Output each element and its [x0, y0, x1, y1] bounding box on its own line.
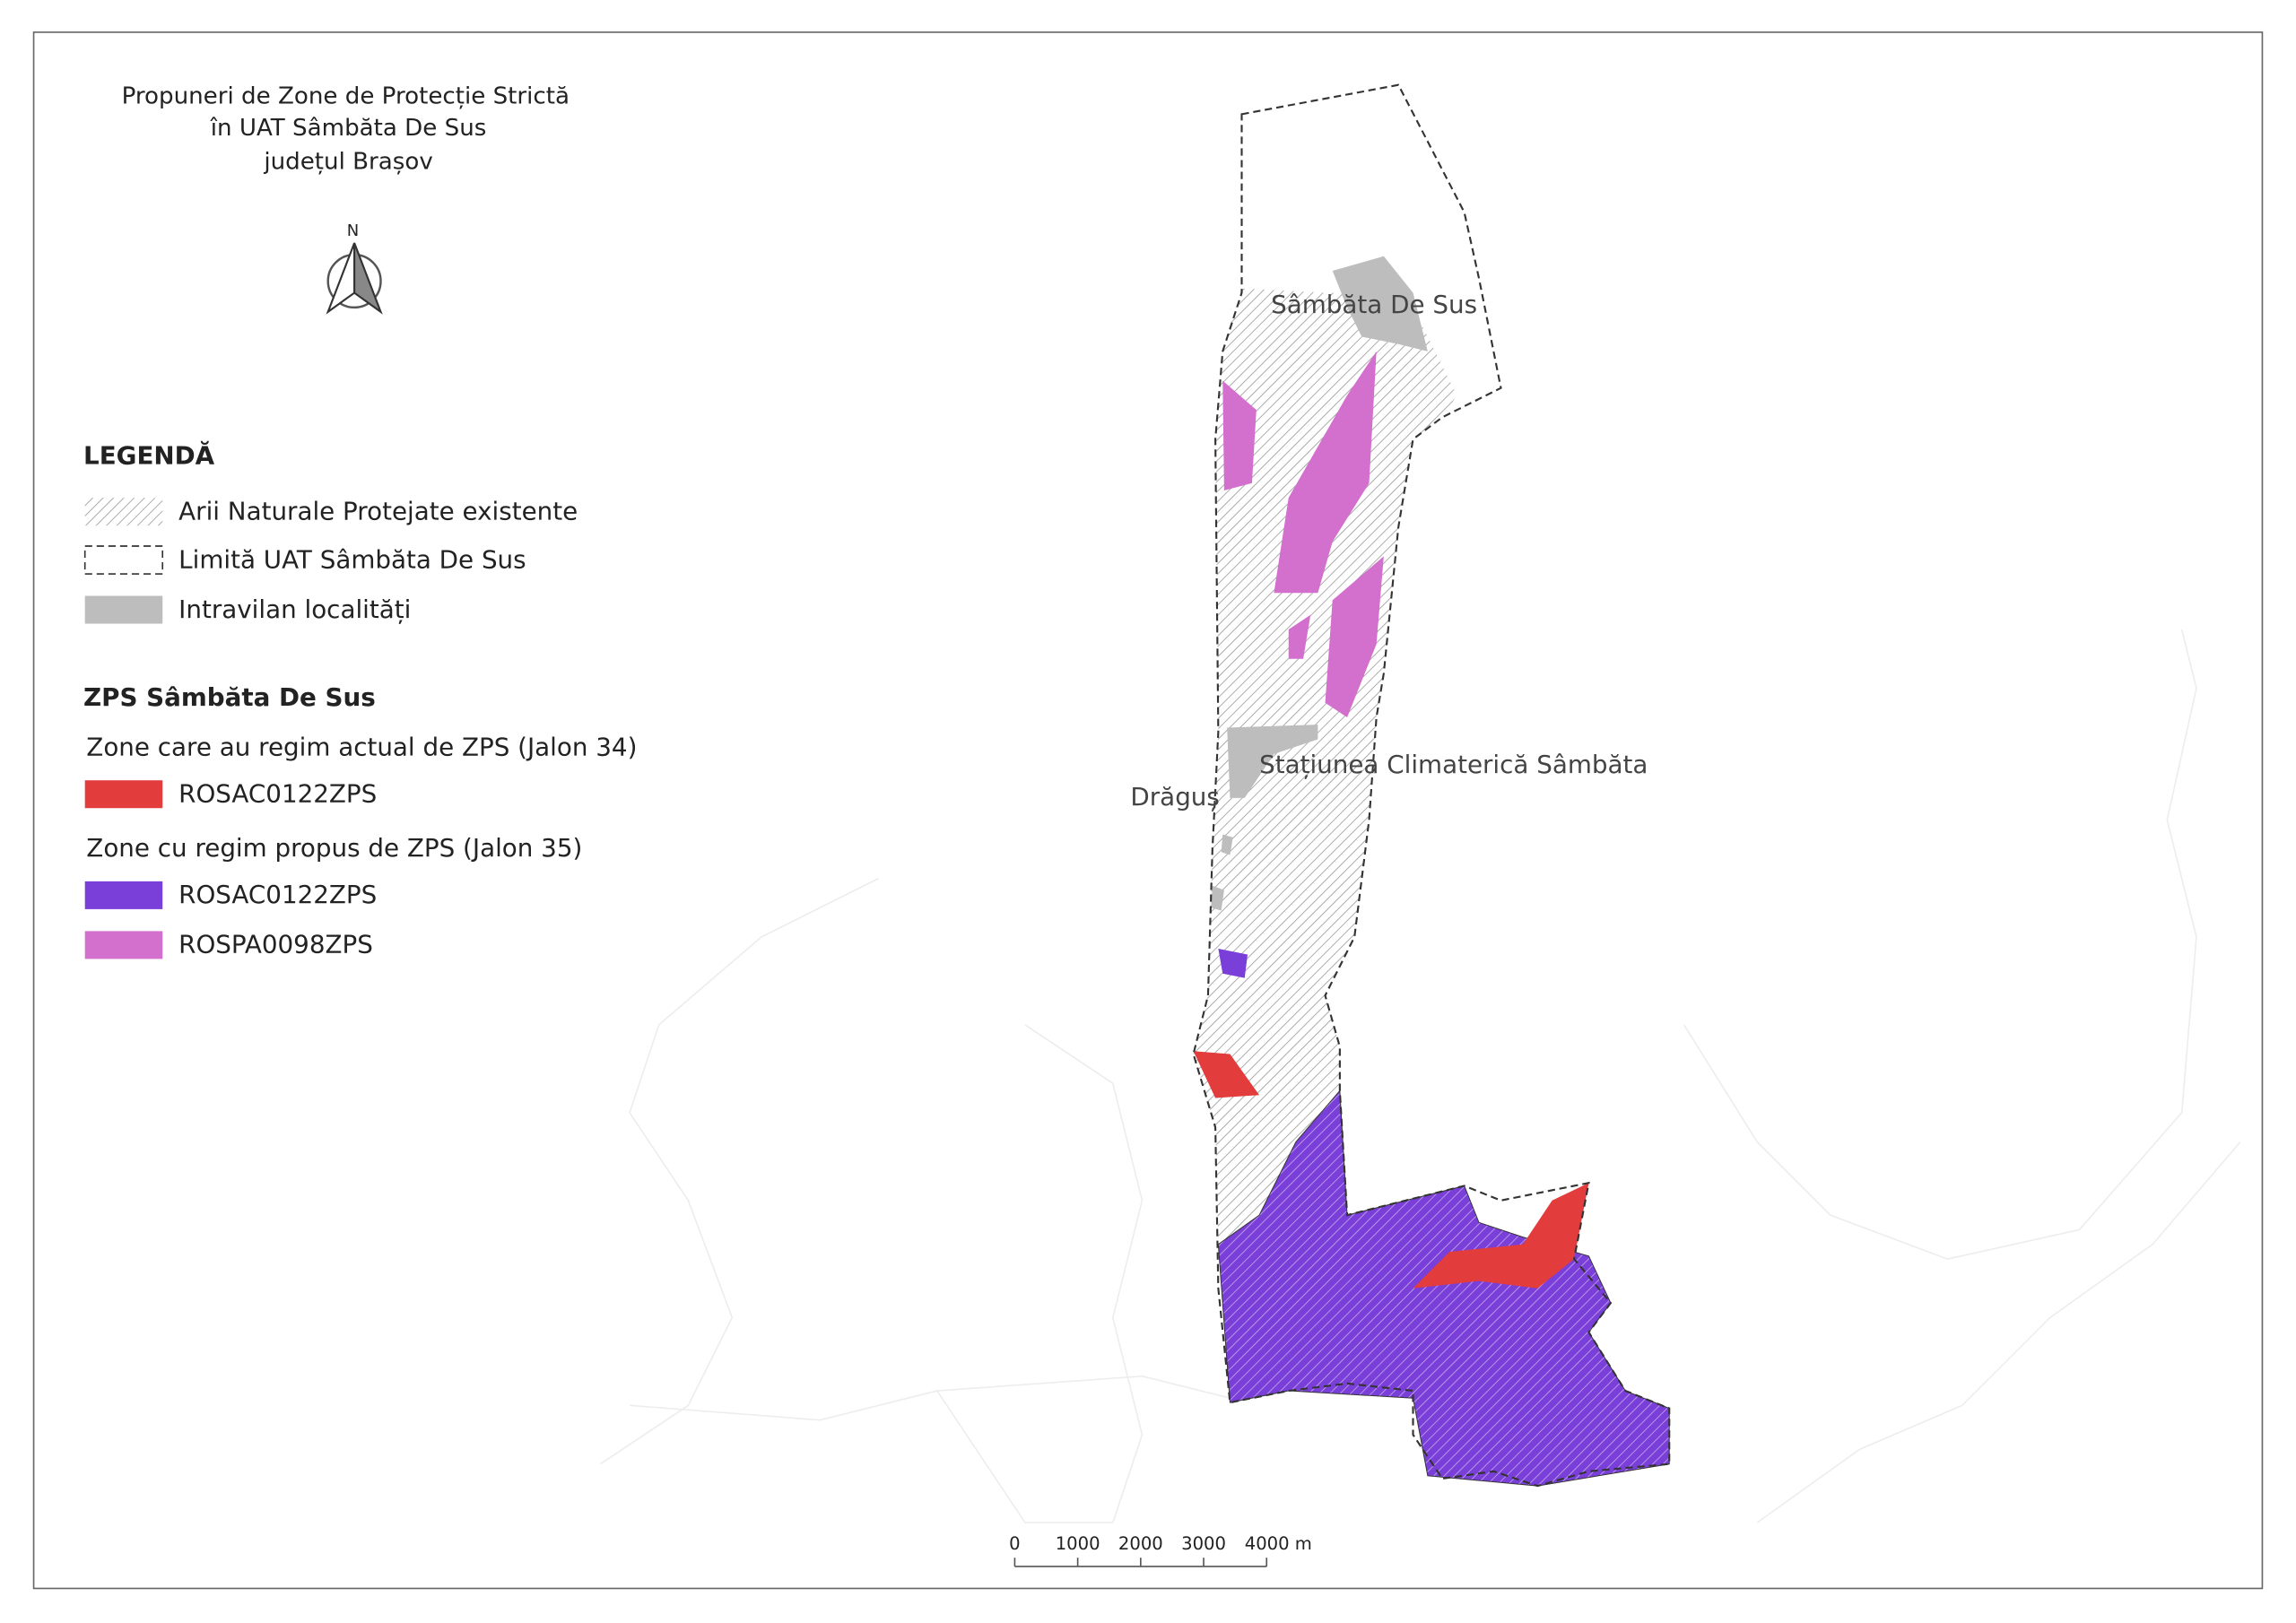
scale-label: 0 [1009, 1533, 1020, 1554]
zps-title: ZPS Sâmbăta De Sus [83, 682, 376, 712]
place-label: Stațiunea Climaterică Sâmbăta [1259, 750, 1648, 779]
legend-swatch [84, 931, 163, 959]
north-label: N [347, 221, 359, 240]
north-arrow: N [326, 221, 383, 315]
zps-group-heading: Zone care au regim actual de ZPS (Jalon … [86, 732, 637, 761]
zps-current [1193, 1051, 1589, 1289]
frame [32, 31, 2264, 1590]
title-line: județul Brașov [263, 149, 432, 176]
legend-swatch [84, 498, 163, 526]
legend-swatch [84, 780, 163, 809]
place-label: Drăguș [1130, 782, 1219, 812]
title-line: în UAT Sâmbăta De Sus [210, 115, 487, 142]
zps-group-heading: Zone cu regim propus de ZPS (Jalon 35) [86, 833, 582, 863]
uat-boundary [1192, 83, 1671, 1488]
legend-label: Limită UAT Sâmbăta De Sus [178, 544, 526, 574]
legend-label: Arii Naturale Protejate existente [178, 496, 578, 525]
legend-label: ROSAC0122ZPS [178, 779, 377, 809]
legend-label: ROSPA0098ZPS [178, 930, 373, 959]
scale-label: 3000 [1181, 1533, 1226, 1554]
legend-label: Intravilan localități [178, 595, 411, 624]
zps-proposed-rospa [1222, 351, 1384, 718]
legend-label: ROSAC0122ZPS [178, 880, 377, 909]
background-boundaries [599, 629, 2241, 1523]
legend-swatch [83, 545, 164, 575]
legend-swatch [84, 595, 163, 624]
place-label: Sâmbăta De Sus [1271, 290, 1477, 319]
scale-bar: 0 1000 2000 3000 4000 m [1009, 1533, 1312, 1567]
protected-area [1193, 288, 1457, 1245]
legend-swatch [84, 881, 163, 909]
intravilan [1211, 256, 1428, 911]
legend-title: LEGENDĂ [83, 439, 215, 470]
scale-label: 4000 m [1245, 1533, 1312, 1554]
scale-label: 1000 [1056, 1533, 1100, 1554]
scale-label: 2000 [1118, 1533, 1163, 1554]
zps-proposed-rosac-small [1218, 948, 1248, 978]
title-line: Propuneri de Zone de Protecție Strictă [122, 82, 570, 109]
